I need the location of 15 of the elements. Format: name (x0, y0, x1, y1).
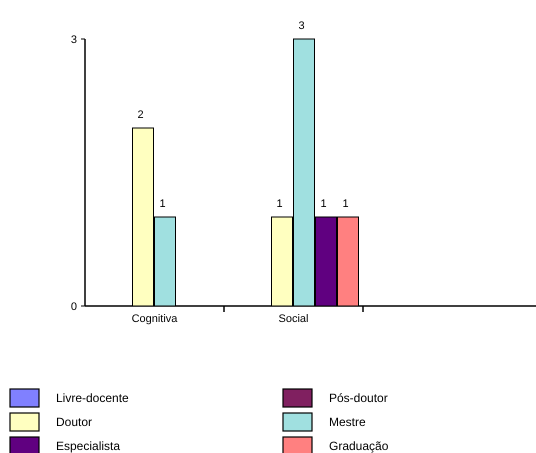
data-label: 1 (342, 198, 349, 210)
legend-label: Especialista (56, 439, 120, 453)
data-label: 1 (159, 198, 166, 210)
legend-label: Mestre (329, 415, 366, 430)
y-tick-label: 0 (70, 300, 77, 313)
data-label: 3 (298, 20, 305, 32)
data-label: 1 (276, 198, 283, 210)
legend-label: Graduação (329, 439, 389, 453)
legend-label: Pós-doutor (329, 391, 388, 406)
legend-label: Livre-docente (56, 391, 130, 406)
x-tick-label: Social (278, 313, 308, 325)
legend-label: Doutor (56, 415, 92, 430)
data-label: 2 (137, 109, 144, 121)
x-tick-label: Cognitiva (132, 313, 178, 325)
data-label: 1 (320, 198, 327, 210)
